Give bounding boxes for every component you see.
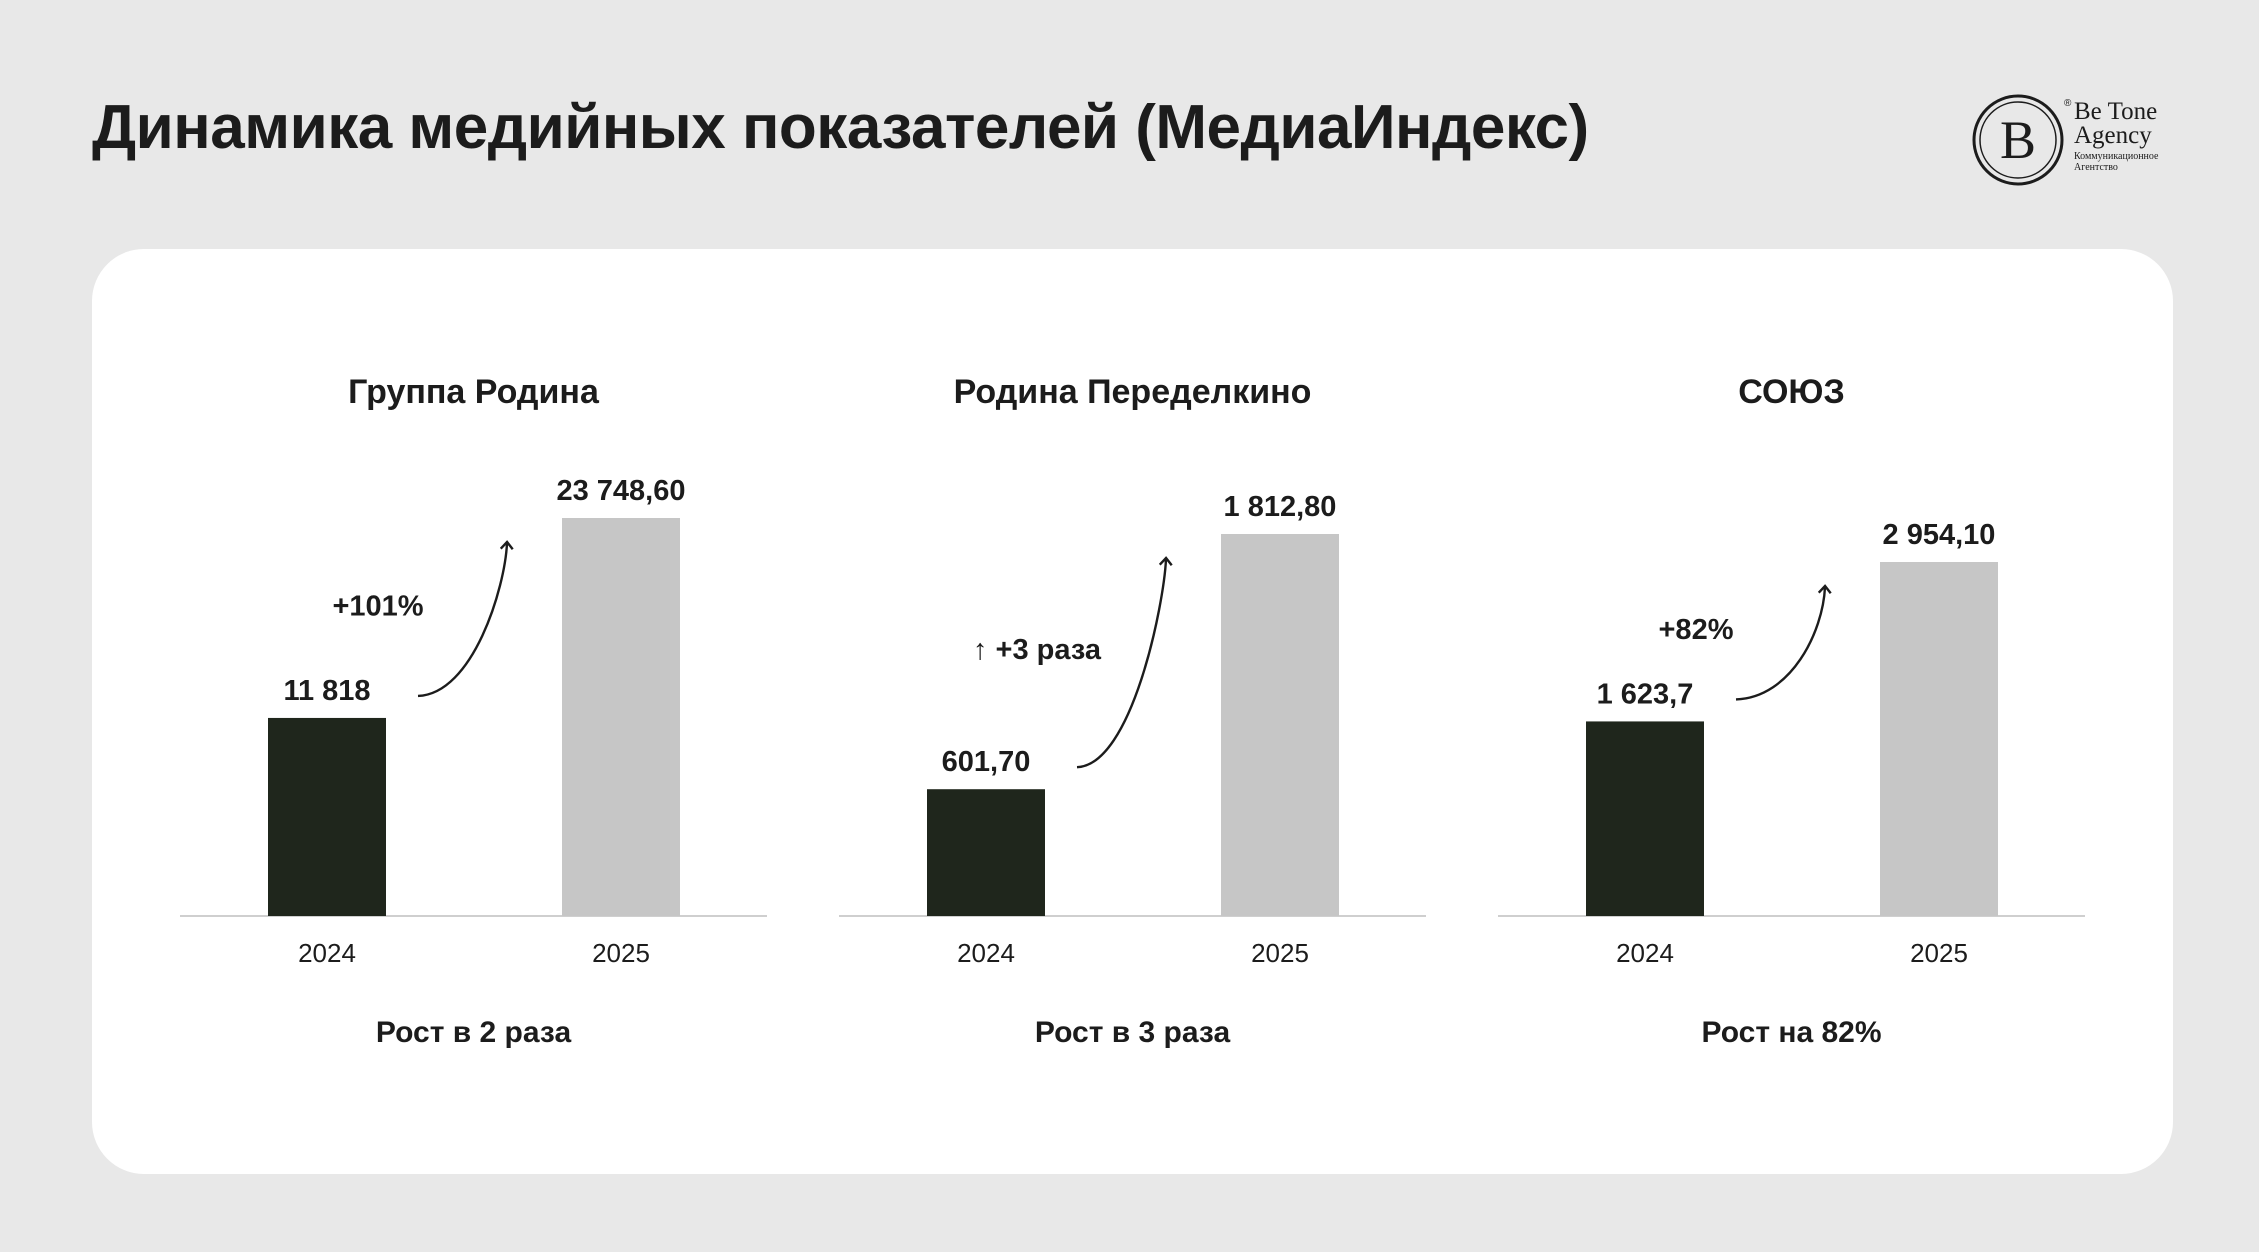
logo-line-4: Агентство [2074, 162, 2118, 173]
chart-title: Родина Переделкино [954, 373, 1312, 411]
charts-canvas: Группа Родина 11 818 2024 23 748,60 2025 +101… [180, 373, 2085, 1049]
logo-monogram-icon: B [1972, 94, 2064, 186]
brand-logo: B ® Be Tone Agency Коммуникационное Аген… [1972, 94, 2192, 188]
page-title: Динамика медийных показателей (МедиаИнде… [92, 93, 1589, 162]
logo-registered-mark: ® [2064, 98, 2072, 109]
charts-card: Группа Родина 11 818 2024 23 748,60 2025 +101… [92, 249, 2173, 1174]
bar-2024 [1586, 721, 1704, 916]
x-tick-label: 2025 [592, 938, 650, 968]
logo-wordmark: Be Tone Agency Коммуникационное Агентств… [2074, 98, 2159, 173]
growth-label: ↑ +3 раза [973, 634, 1102, 666]
growth-label: +82% [1659, 614, 1734, 646]
value-label-2025: 2 954,10 [1883, 519, 1996, 551]
chart-caption: Рост в 3 раза [1035, 1016, 1231, 1049]
x-tick-label: 2024 [957, 938, 1015, 968]
growth-arrow-icon [1076, 556, 1173, 769]
x-tick-label: 2024 [1616, 938, 1674, 968]
svg-text:B: B [2000, 110, 2036, 170]
value-label-2024: 11 818 [283, 675, 370, 707]
bar-2024 [268, 717, 386, 916]
value-label-2024: 601,70 [942, 746, 1031, 778]
bar-2025 [1221, 534, 1339, 916]
value-label-2025: 1 812,80 [1224, 491, 1337, 523]
x-tick-label: 2024 [298, 938, 356, 968]
chart-title: СОЮЗ [1738, 373, 1845, 411]
growth-label: +101% [332, 590, 423, 622]
chart-caption: Рост в 2 раза [376, 1016, 572, 1049]
bar-2025 [562, 518, 680, 916]
bar-2025 [1880, 562, 1998, 916]
growth-arrow-icon [417, 540, 514, 698]
growth-arrow-icon [1735, 584, 1832, 701]
chart-caption: Рост на 82% [1701, 1016, 1881, 1049]
logo-line-3: Коммуникационное [2074, 151, 2159, 162]
value-label-2024: 1 623,7 [1597, 678, 1694, 710]
x-tick-label: 2025 [1251, 938, 1309, 968]
x-tick-label: 2025 [1910, 938, 1968, 968]
logo-line-2: Agency [2074, 122, 2152, 149]
chart-title: Группа Родина [348, 373, 600, 411]
bar-2024 [927, 789, 1045, 916]
logo-line-1: Be Tone [2074, 98, 2158, 125]
value-label-2025: 23 748,60 [556, 475, 685, 507]
